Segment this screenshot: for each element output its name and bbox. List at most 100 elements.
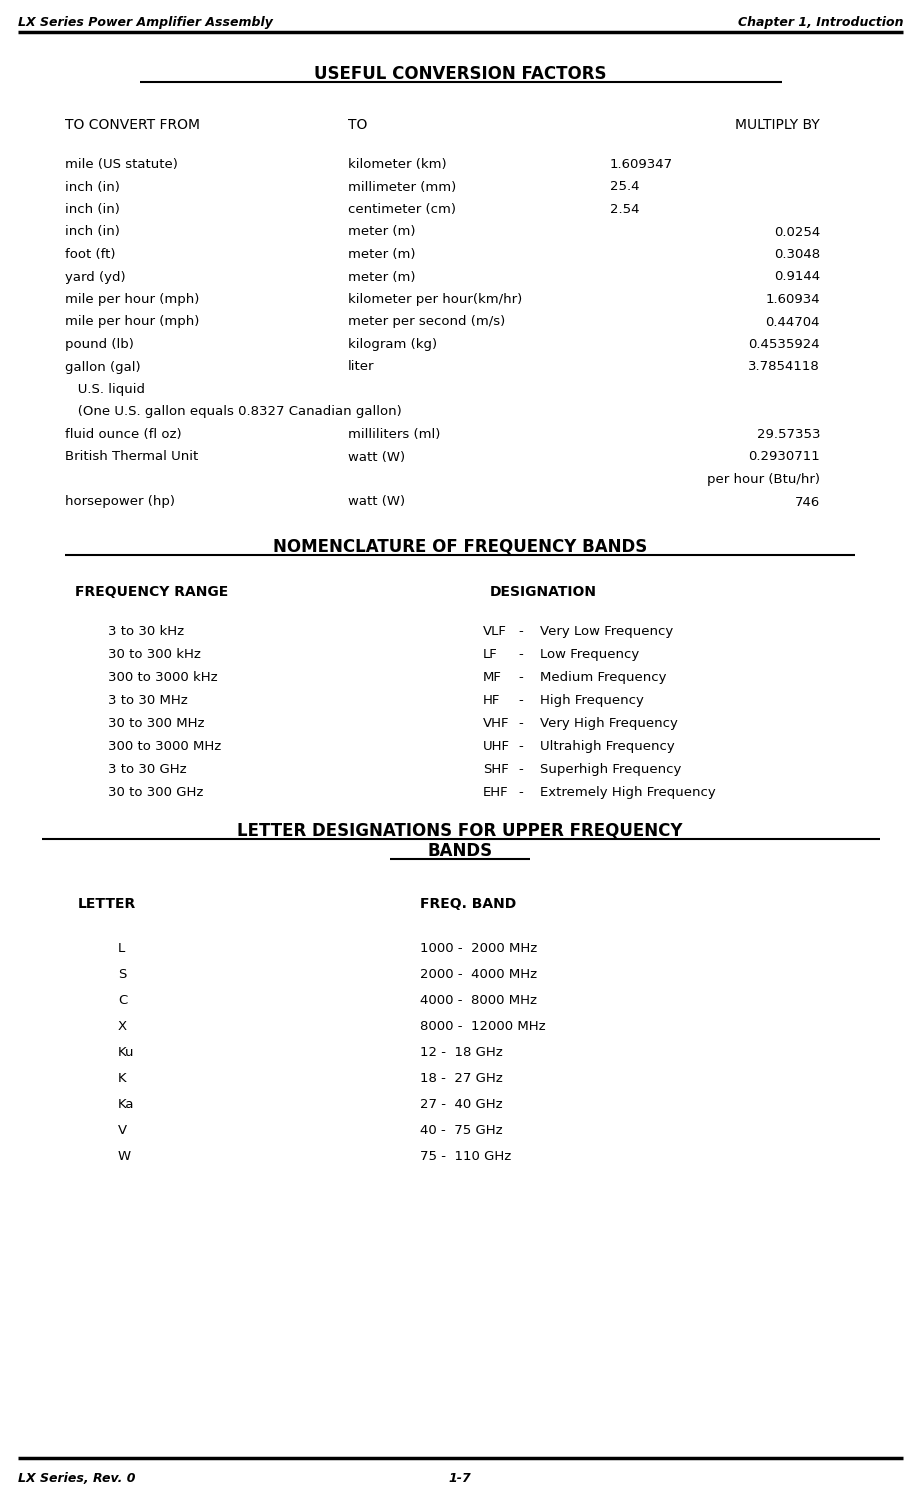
Text: watt (W): watt (W) — [348, 496, 405, 509]
Text: 0.0254: 0.0254 — [774, 225, 820, 239]
Text: L: L — [118, 942, 125, 956]
Text: 30 to 300 GHz: 30 to 300 GHz — [108, 785, 204, 799]
Text: 1-7: 1-7 — [449, 1472, 472, 1486]
Text: V: V — [118, 1124, 127, 1138]
Text: -: - — [518, 670, 523, 684]
Text: X: X — [118, 1020, 127, 1033]
Text: 27 -  40 GHz: 27 - 40 GHz — [420, 1097, 503, 1111]
Text: 0.3048: 0.3048 — [774, 248, 820, 261]
Text: LF: LF — [483, 648, 497, 661]
Text: watt (W): watt (W) — [348, 451, 405, 463]
Text: -: - — [518, 626, 523, 638]
Text: LETTER: LETTER — [78, 897, 136, 911]
Text: -: - — [518, 741, 523, 752]
Text: K: K — [118, 1072, 126, 1085]
Text: mile (US statute): mile (US statute) — [65, 158, 178, 172]
Text: 18 -  27 GHz: 18 - 27 GHz — [420, 1072, 503, 1085]
Text: S: S — [118, 967, 126, 981]
Text: 3.7854118: 3.7854118 — [748, 360, 820, 373]
Text: 30 to 300 MHz: 30 to 300 MHz — [108, 717, 204, 730]
Text: -: - — [518, 694, 523, 708]
Text: British Thermal Unit: British Thermal Unit — [65, 451, 198, 463]
Text: SHF: SHF — [483, 763, 508, 776]
Text: inch (in): inch (in) — [65, 181, 120, 194]
Text: Very Low Frequency: Very Low Frequency — [540, 626, 673, 638]
Text: 746: 746 — [795, 496, 820, 509]
Text: kilometer per hour(km/hr): kilometer per hour(km/hr) — [348, 293, 522, 306]
Text: LX Series Power Amplifier Assembly: LX Series Power Amplifier Assembly — [18, 16, 273, 28]
Text: 0.44704: 0.44704 — [765, 315, 820, 328]
Text: TO: TO — [348, 118, 367, 131]
Text: Ultrahigh Frequency: Ultrahigh Frequency — [540, 741, 675, 752]
Text: 300 to 3000 kHz: 300 to 3000 kHz — [108, 670, 217, 684]
Text: -: - — [518, 717, 523, 730]
Text: Chapter 1, Introduction: Chapter 1, Introduction — [738, 16, 903, 28]
Text: 0.4535924: 0.4535924 — [749, 337, 820, 351]
Text: 2000 -  4000 MHz: 2000 - 4000 MHz — [420, 967, 537, 981]
Text: NOMENCLATURE OF FREQUENCY BANDS: NOMENCLATURE OF FREQUENCY BANDS — [273, 537, 647, 555]
Text: HF: HF — [483, 694, 500, 708]
Text: W: W — [118, 1150, 131, 1163]
Text: centimeter (cm): centimeter (cm) — [348, 203, 456, 216]
Text: LETTER DESIGNATIONS FOR UPPER FREQUENCY: LETTER DESIGNATIONS FOR UPPER FREQUENCY — [238, 823, 682, 841]
Text: -: - — [518, 763, 523, 776]
Text: MULTIPLY BY: MULTIPLY BY — [735, 118, 820, 131]
Text: foot (ft): foot (ft) — [65, 248, 115, 261]
Text: EHF: EHF — [483, 785, 508, 799]
Text: 8000 -  12000 MHz: 8000 - 12000 MHz — [420, 1020, 545, 1033]
Text: USEFUL CONVERSION FACTORS: USEFUL CONVERSION FACTORS — [314, 66, 606, 84]
Text: 12 -  18 GHz: 12 - 18 GHz — [420, 1047, 503, 1059]
Text: Ka: Ka — [118, 1097, 134, 1111]
Text: VHF: VHF — [483, 717, 509, 730]
Text: BANDS: BANDS — [427, 842, 493, 860]
Text: LX Series, Rev. 0: LX Series, Rev. 0 — [18, 1472, 135, 1486]
Text: 25.4: 25.4 — [610, 181, 639, 194]
Text: MF: MF — [483, 670, 502, 684]
Text: yard (yd): yard (yd) — [65, 270, 125, 284]
Text: 300 to 3000 MHz: 300 to 3000 MHz — [108, 741, 221, 752]
Text: Ku: Ku — [118, 1047, 134, 1059]
Text: -: - — [518, 648, 523, 661]
Text: 2.54: 2.54 — [610, 203, 639, 216]
Text: FREQ. BAND: FREQ. BAND — [420, 897, 517, 911]
Text: meter per second (m/s): meter per second (m/s) — [348, 315, 506, 328]
Text: High Frequency: High Frequency — [540, 694, 644, 708]
Text: 1.60934: 1.60934 — [765, 293, 820, 306]
Text: liter: liter — [348, 360, 375, 373]
Text: 1000 -  2000 MHz: 1000 - 2000 MHz — [420, 942, 537, 956]
Text: 3 to 30 kHz: 3 to 30 kHz — [108, 626, 184, 638]
Text: 4000 -  8000 MHz: 4000 - 8000 MHz — [420, 994, 537, 1006]
Text: inch (in): inch (in) — [65, 203, 120, 216]
Text: pound (lb): pound (lb) — [65, 337, 134, 351]
Text: 3 to 30 MHz: 3 to 30 MHz — [108, 694, 188, 708]
Text: DESIGNATION: DESIGNATION — [490, 585, 597, 599]
Text: 40 -  75 GHz: 40 - 75 GHz — [420, 1124, 503, 1138]
Text: milliliters (ml): milliliters (ml) — [348, 428, 440, 440]
Text: VLF: VLF — [483, 626, 507, 638]
Text: Low Frequency: Low Frequency — [540, 648, 639, 661]
Text: Superhigh Frequency: Superhigh Frequency — [540, 763, 682, 776]
Text: 75 -  110 GHz: 75 - 110 GHz — [420, 1150, 511, 1163]
Text: fluid ounce (fl oz): fluid ounce (fl oz) — [65, 428, 181, 440]
Text: 0.2930711: 0.2930711 — [748, 451, 820, 463]
Text: 0.9144: 0.9144 — [774, 270, 820, 284]
Text: 1.609347: 1.609347 — [610, 158, 673, 172]
Text: inch (in): inch (in) — [65, 225, 120, 239]
Text: UHF: UHF — [483, 741, 510, 752]
Text: kilogram (kg): kilogram (kg) — [348, 337, 437, 351]
Text: TO CONVERT FROM: TO CONVERT FROM — [65, 118, 200, 131]
Text: C: C — [118, 994, 127, 1006]
Text: gallon (gal): gallon (gal) — [65, 360, 141, 373]
Text: mile per hour (mph): mile per hour (mph) — [65, 293, 199, 306]
Text: meter (m): meter (m) — [348, 225, 415, 239]
Text: Very High Frequency: Very High Frequency — [540, 717, 678, 730]
Text: per hour (Btu/hr): per hour (Btu/hr) — [707, 473, 820, 487]
Text: meter (m): meter (m) — [348, 248, 415, 261]
Text: mile per hour (mph): mile per hour (mph) — [65, 315, 199, 328]
Text: (One U.S. gallon equals 0.8327 Canadian gallon): (One U.S. gallon equals 0.8327 Canadian … — [65, 406, 402, 418]
Text: 29.57353: 29.57353 — [756, 428, 820, 440]
Text: meter (m): meter (m) — [348, 270, 415, 284]
Text: millimeter (mm): millimeter (mm) — [348, 181, 456, 194]
Text: kilometer (km): kilometer (km) — [348, 158, 447, 172]
Text: U.S. liquid: U.S. liquid — [65, 384, 145, 396]
